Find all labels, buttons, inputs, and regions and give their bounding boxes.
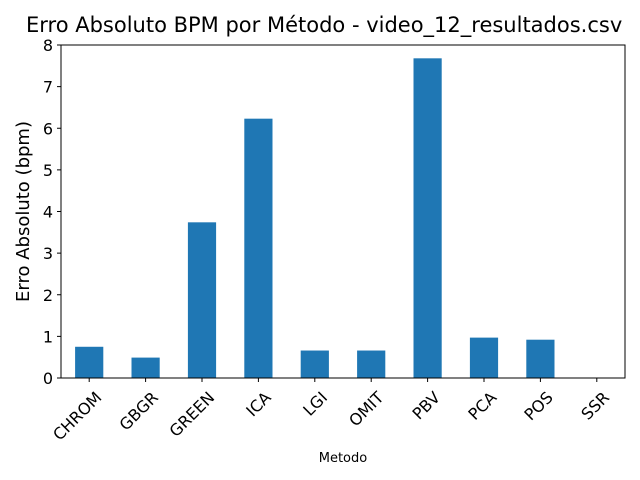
bar-gbgr — [131, 357, 160, 378]
y-tick-label: 3 — [43, 244, 53, 263]
x-axis: CHROM GBGR GREEN ICA LGI OMIT PBV PCA POS SSR — [49, 378, 613, 444]
y-tick-label: 8 — [43, 36, 53, 55]
x-tick-label: OMIT — [345, 388, 388, 431]
bar-chrom — [75, 346, 104, 378]
x-tick-label: LGI — [299, 388, 331, 420]
x-tick-label: PBV — [409, 388, 444, 423]
bar-ica — [244, 118, 273, 379]
x-tick-label: POS — [520, 388, 556, 424]
bar-lgi — [300, 350, 329, 378]
x-tick-label: GBGR — [116, 388, 162, 434]
y-tick-label: 4 — [43, 203, 53, 222]
bar-pbv — [413, 58, 442, 378]
x-tick-label: CHROM — [49, 388, 105, 444]
y-tick-label: 5 — [43, 161, 53, 180]
y-tick-label: 7 — [43, 78, 53, 97]
bar-pos — [526, 339, 555, 378]
y-axis-label: Erro Absoluto (bpm) — [13, 121, 34, 302]
bar-green — [187, 222, 217, 378]
y-tick-label: 0 — [43, 369, 53, 388]
y-tick-label: 2 — [43, 286, 53, 305]
bars-layer — [75, 58, 555, 379]
y-axis: 0 1 2 3 4 5 6 7 8 — [43, 36, 61, 388]
x-tick-label: SSR — [577, 388, 613, 424]
bar-omit — [357, 350, 386, 378]
x-tick-label: GREEN — [165, 388, 218, 441]
x-tick-label: ICA — [242, 388, 274, 420]
y-tick-label: 1 — [43, 327, 53, 346]
chart-title: Erro Absoluto BPM por Método - video_12_… — [26, 13, 622, 38]
x-axis-label: Metodo — [319, 451, 368, 466]
plot-frame — [60, 44, 626, 379]
bar-pca — [469, 337, 499, 378]
x-tick-label: PCA — [464, 388, 500, 424]
y-tick-label: 6 — [43, 119, 53, 138]
